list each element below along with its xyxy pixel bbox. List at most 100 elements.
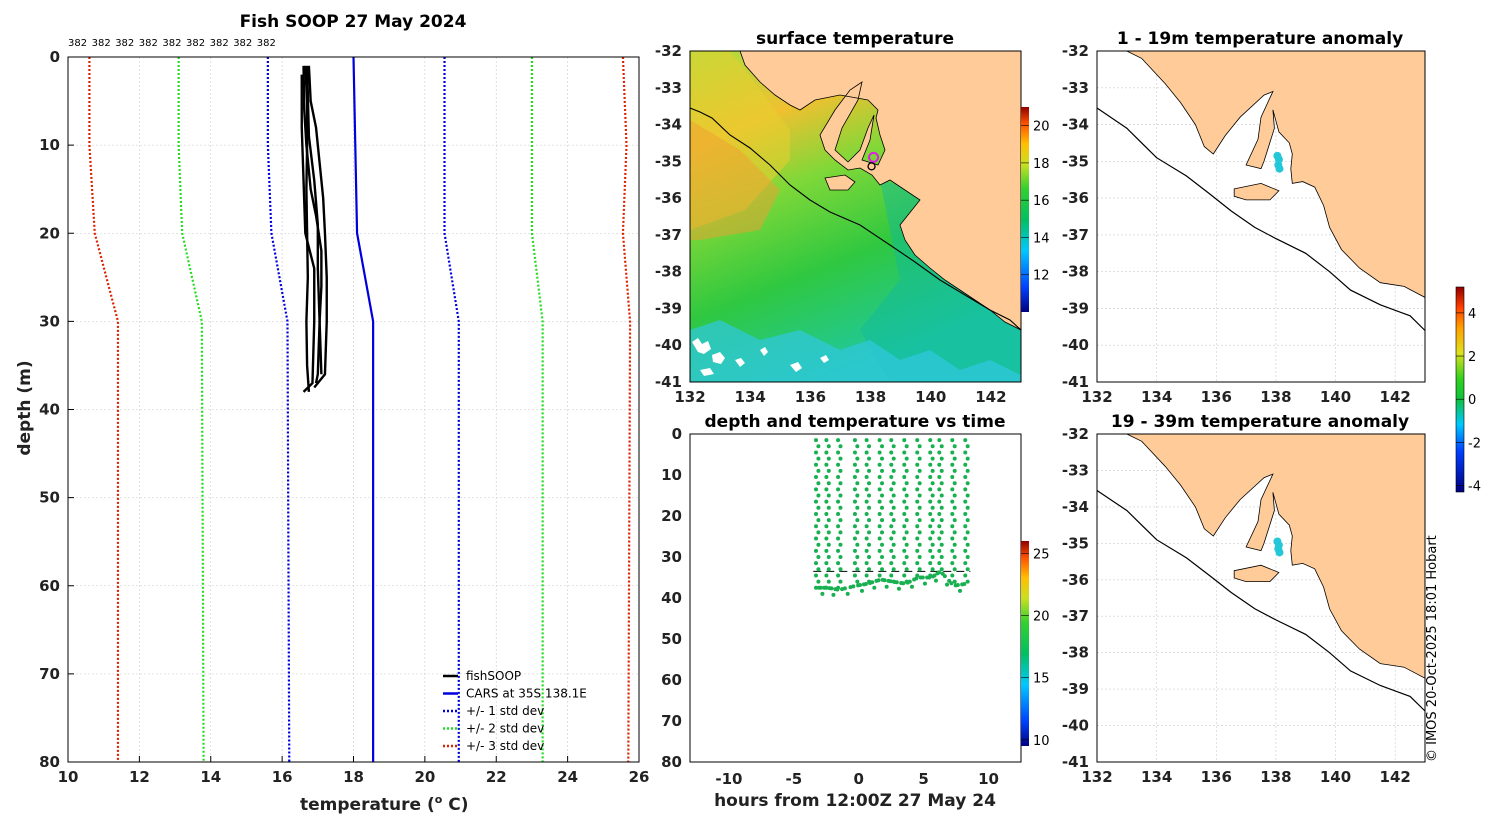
timeseries-point <box>952 530 957 535</box>
timeseries-point <box>965 530 970 535</box>
timeseries-point <box>852 475 857 480</box>
timeseries-point <box>836 462 841 467</box>
timeseries-point <box>963 548 968 553</box>
timeseries-point <box>816 505 821 510</box>
timeseries-point <box>867 518 872 523</box>
timeseries-point <box>937 570 942 575</box>
timeseries-point <box>826 468 831 473</box>
profile-series-line <box>307 65 328 389</box>
timeseries-point <box>891 456 896 461</box>
timeseries-point <box>928 499 933 504</box>
timeseries-point <box>880 444 885 449</box>
timeseries-point <box>933 578 938 583</box>
a2-ytick-label: -33 <box>1062 461 1089 479</box>
a1-ytick-label: -40 <box>1062 336 1089 354</box>
timeseries-point <box>880 542 885 547</box>
timeseries-point <box>930 505 935 510</box>
timeseries-point <box>889 561 894 566</box>
timeseries-point <box>930 542 935 547</box>
timeseries-panel: depth and temperature vs time -10 -5 0 5 10 … <box>661 412 1049 811</box>
timeseries-point <box>877 536 882 541</box>
timeseries-point <box>855 505 860 510</box>
timeseries-point <box>816 481 821 486</box>
timeseries-point <box>877 524 882 529</box>
timeseries-point <box>915 462 920 467</box>
timeseries-point <box>917 567 922 572</box>
timeseries-point <box>836 499 841 504</box>
a1-ytick-label: -36 <box>1062 189 1089 207</box>
timeseries-point <box>836 585 841 590</box>
a2-ytick-label: -39 <box>1062 680 1089 698</box>
timeseries-point <box>928 548 933 553</box>
timeseries-point <box>930 468 935 473</box>
timeseries-point <box>870 580 875 585</box>
timeseries-point <box>824 536 829 541</box>
timeseries-point <box>867 505 872 510</box>
legend-label: CARS at 35S 138.1E <box>466 687 587 701</box>
timeseries-point <box>963 573 968 578</box>
timeseries-point <box>864 511 869 516</box>
timeseries-point <box>877 438 882 443</box>
profile-ytick-label: 70 <box>39 665 60 683</box>
sst-cold-edge <box>690 320 1021 382</box>
timeseries-point <box>902 548 907 553</box>
anomaly1-land <box>1096 50 1426 331</box>
timeseries-point <box>864 487 869 492</box>
profile-series-line <box>300 74 316 393</box>
timeseries-point <box>891 542 896 547</box>
timeseries-point <box>902 561 907 566</box>
timeseries-point <box>824 487 829 492</box>
anomaly-colorbar <box>1455 286 1465 493</box>
a1-ytick-label: -34 <box>1062 116 1089 134</box>
profile-series-line <box>305 65 323 375</box>
a1-point <box>1275 164 1284 173</box>
a2-ytick-label: -36 <box>1062 571 1089 589</box>
timeseries-point <box>867 493 872 498</box>
a1-mainland <box>1126 50 1426 299</box>
a2-kangaroo-island <box>1233 564 1280 582</box>
anomaly2-y-ticks: -32 -33 -34 -35 -36 -37 -38 -39 -40 -41 <box>1062 425 1089 771</box>
timeseries-point <box>867 530 872 535</box>
profile-ytick-label: 30 <box>39 312 60 330</box>
timeseries-point <box>838 542 843 547</box>
timeseries-point <box>880 567 885 572</box>
timeseries-point <box>814 573 819 578</box>
timeseries-point <box>904 493 909 498</box>
timeseries-point <box>917 444 922 449</box>
timeseries-point <box>937 561 942 566</box>
timeseries-point <box>836 511 841 516</box>
profile-series-line <box>88 57 120 762</box>
timeseries-point <box>824 438 829 443</box>
profile-top-label: 382 <box>92 38 111 49</box>
timeseries-point <box>826 579 831 584</box>
timeseries-point <box>814 487 819 492</box>
timeseries-point <box>904 518 909 523</box>
timeseries-point <box>889 573 894 578</box>
timeseries-point <box>889 536 894 541</box>
profile-ytick-label: 40 <box>39 401 60 419</box>
timeseries-point <box>889 548 894 553</box>
timeseries-point <box>950 524 955 529</box>
a2-xtick-label: 140 <box>1320 768 1351 786</box>
profile-top-label: 382 <box>115 38 134 49</box>
sst-location-marker <box>868 151 880 163</box>
timeseries-point <box>852 548 857 553</box>
sst-ytick-label: -34 <box>655 116 682 134</box>
timeseries-point <box>852 487 857 492</box>
timeseries-x-ticks: -10 -5 0 5 10 <box>715 770 999 788</box>
timeseries-ytick-label: 50 <box>661 630 682 648</box>
timeseries-point <box>889 450 894 455</box>
timeseries-point <box>965 444 970 449</box>
timeseries-point <box>902 573 907 578</box>
timeseries-point <box>917 555 922 559</box>
timeseries-point <box>932 573 937 578</box>
timeseries-point <box>864 462 869 467</box>
timeseries-point <box>816 567 821 572</box>
a2-ytick-label: -34 <box>1062 498 1089 516</box>
timeseries-point <box>814 511 819 516</box>
timeseries-point <box>891 493 896 498</box>
profile-series-line <box>530 57 544 762</box>
timeseries-point <box>867 542 872 547</box>
timeseries-point <box>939 567 944 572</box>
timeseries-point <box>855 444 860 449</box>
